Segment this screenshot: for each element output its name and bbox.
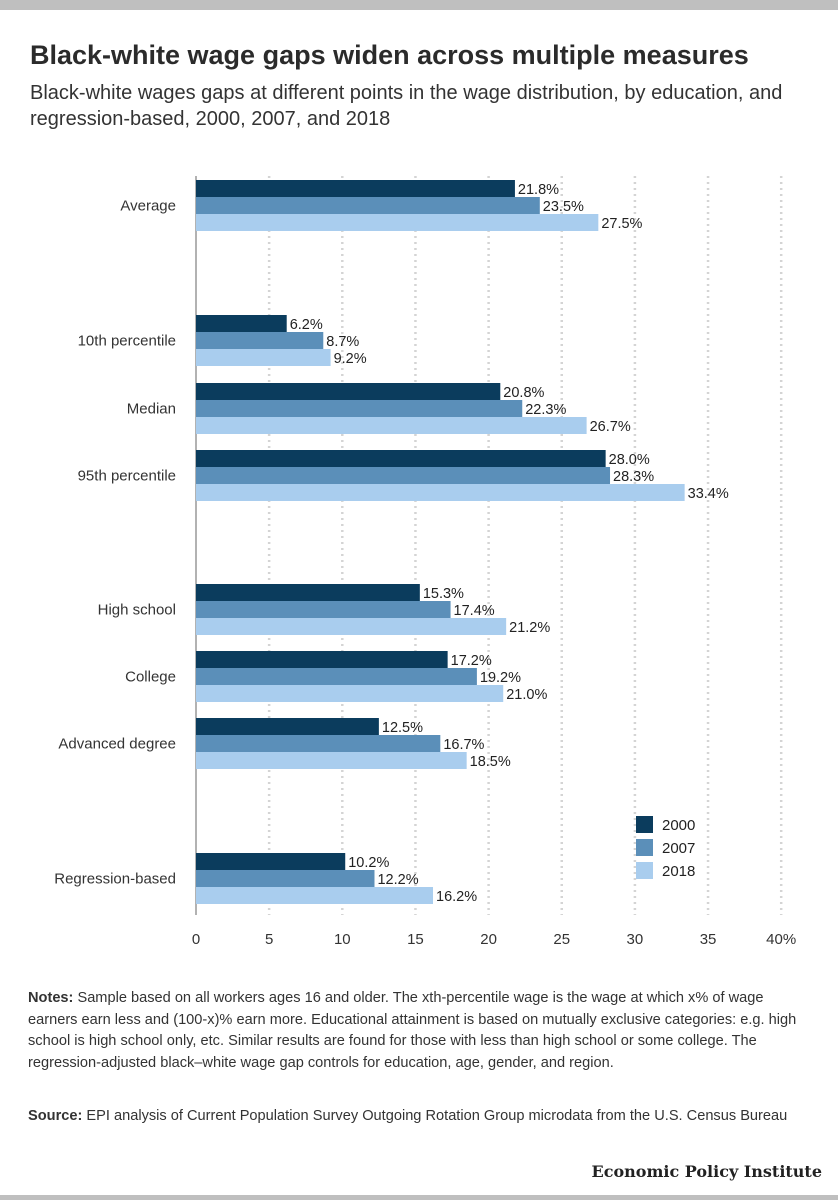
bar	[196, 315, 287, 332]
legend-swatch	[636, 839, 653, 856]
bar	[196, 450, 606, 467]
data-label: 21.2%	[509, 620, 550, 636]
notes-text: Sample based on all workers ages 16 and …	[28, 990, 797, 1071]
category-label: Regression-based	[54, 871, 176, 888]
x-tick-label: 20	[480, 931, 497, 948]
x-tick-label: 0	[192, 931, 200, 948]
legend-label: 2007	[662, 840, 695, 857]
data-label: 28.3%	[613, 469, 654, 485]
notes: Notes: Sample based on all workers ages …	[28, 988, 808, 1074]
bar	[196, 668, 477, 685]
bar	[196, 349, 331, 366]
bottom-rule	[0, 1195, 838, 1200]
bar	[196, 584, 420, 601]
legend-label: 2000	[662, 817, 695, 834]
x-tick-label: 30	[627, 931, 644, 948]
data-label: 22.3%	[525, 402, 566, 418]
x-tick-label: 15	[407, 931, 424, 948]
data-label: 12.5%	[382, 720, 423, 736]
bar	[196, 332, 324, 349]
legend-swatch	[636, 862, 653, 879]
notes-label: Notes:	[28, 990, 74, 1006]
bar	[196, 735, 441, 752]
category-label: Median	[127, 401, 176, 418]
bar-chart: 21.8%23.5% 27.5% 6.2%8.7%9.2% 20.8%22.3% 26.…	[54, 176, 796, 948]
x-tick-label: 10	[334, 931, 351, 948]
data-label: 17.2%	[451, 653, 492, 669]
bar	[196, 853, 346, 870]
category-label: High school	[98, 602, 176, 619]
category-labels: Average 10th percentile Median 95th percent…	[54, 198, 176, 888]
data-label: 21.0%	[506, 687, 547, 703]
bar	[196, 718, 379, 735]
bars	[196, 180, 685, 904]
bar	[196, 685, 504, 702]
bar	[196, 887, 434, 904]
data-label: 16.7%	[443, 737, 484, 753]
legend: 2000 2007 2018	[636, 816, 695, 880]
bar	[196, 214, 599, 231]
source-label: Source:	[28, 1108, 83, 1124]
data-label: 17.4%	[454, 603, 495, 619]
bar	[196, 197, 540, 214]
gridlines	[195, 176, 783, 915]
bar	[196, 601, 451, 618]
legend-label: 2018	[662, 863, 695, 880]
source: Source: EPI analysis of Current Populati…	[28, 1106, 808, 1128]
data-label: 19.2%	[480, 670, 521, 686]
bar	[196, 870, 375, 887]
data-label: 28.0%	[609, 452, 650, 468]
bar	[196, 484, 685, 501]
data-label: 8.7%	[326, 334, 359, 350]
data-label: 23.5%	[543, 199, 584, 215]
category-label: Average	[120, 198, 176, 215]
data-label: 33.4%	[688, 486, 729, 502]
bar	[196, 180, 515, 197]
bar	[196, 651, 448, 668]
category-label: Advanced degree	[58, 736, 176, 753]
x-axis-ticks: 0 5 10 15 20 25 30 35 40%	[192, 931, 796, 948]
x-tick-label: 5	[265, 931, 273, 948]
bar	[196, 467, 611, 484]
data-label: 26.7%	[590, 419, 631, 435]
data-label: 6.2%	[290, 317, 323, 333]
credit: Economic Policy Institute	[591, 1162, 822, 1181]
chart-title: Black-white wage gaps widen across multi…	[30, 40, 749, 70]
x-tick-label: 35	[700, 931, 717, 948]
category-label: 10th percentile	[78, 333, 176, 350]
bar	[196, 400, 523, 417]
bar	[196, 417, 587, 434]
data-label: 27.5%	[601, 216, 642, 232]
data-label: 21.8%	[518, 182, 559, 198]
data-label: 9.2%	[334, 351, 367, 367]
source-text: EPI analysis of Current Population Surve…	[82, 1108, 788, 1124]
chart-subtitle: Black-white wages gaps at different poin…	[30, 82, 783, 130]
data-label: 20.8%	[503, 385, 544, 401]
bar	[196, 383, 501, 400]
data-label: 10.2%	[348, 855, 389, 871]
bar	[196, 618, 507, 635]
category-label: 95th percentile	[78, 468, 176, 485]
top-rule	[0, 0, 838, 10]
data-label: 12.2%	[377, 872, 418, 888]
data-label: 15.3%	[423, 586, 464, 602]
data-label: 18.5%	[470, 754, 511, 770]
bar	[196, 752, 467, 769]
x-tick-label: 40%	[766, 931, 796, 948]
x-tick-label: 25	[553, 931, 570, 948]
data-labels: 21.8%23.5% 27.5% 6.2%8.7%9.2% 20.8%22.3% 26.…	[290, 182, 729, 905]
legend-swatch	[636, 816, 653, 833]
category-label: College	[125, 669, 176, 686]
data-label: 16.2%	[436, 889, 477, 905]
